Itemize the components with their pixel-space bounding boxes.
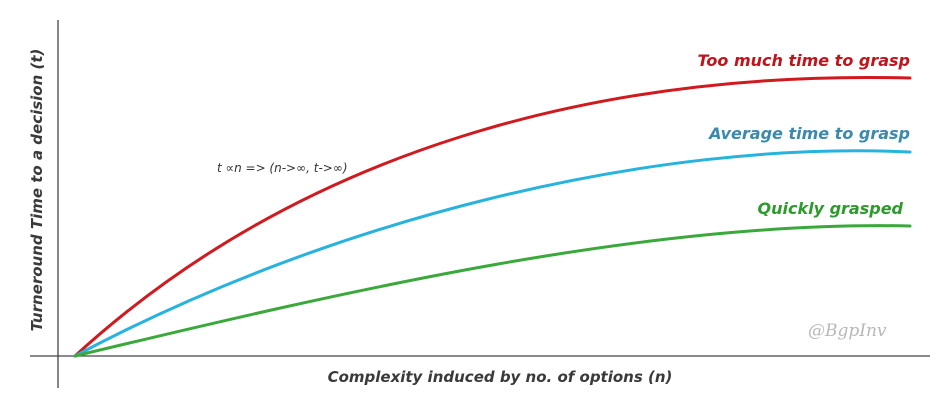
annotation: t ∝n => (n->∞, t->∞) bbox=[217, 161, 348, 175]
curve-label: Average time to grasp bbox=[707, 124, 910, 143]
y-axis-label: Turneround Time to a decision (t) bbox=[28, 49, 46, 332]
curve-label: Quickly grasped bbox=[757, 199, 903, 218]
curve-slow bbox=[73, 76, 912, 358]
watermark: @BgpInv bbox=[808, 321, 887, 341]
curve-average bbox=[73, 149, 912, 358]
x-axis-label: Complexity induced by no. of options (n) bbox=[328, 368, 673, 386]
curve-quick bbox=[73, 224, 912, 358]
curve-label: Too much time to grasp bbox=[698, 51, 910, 70]
